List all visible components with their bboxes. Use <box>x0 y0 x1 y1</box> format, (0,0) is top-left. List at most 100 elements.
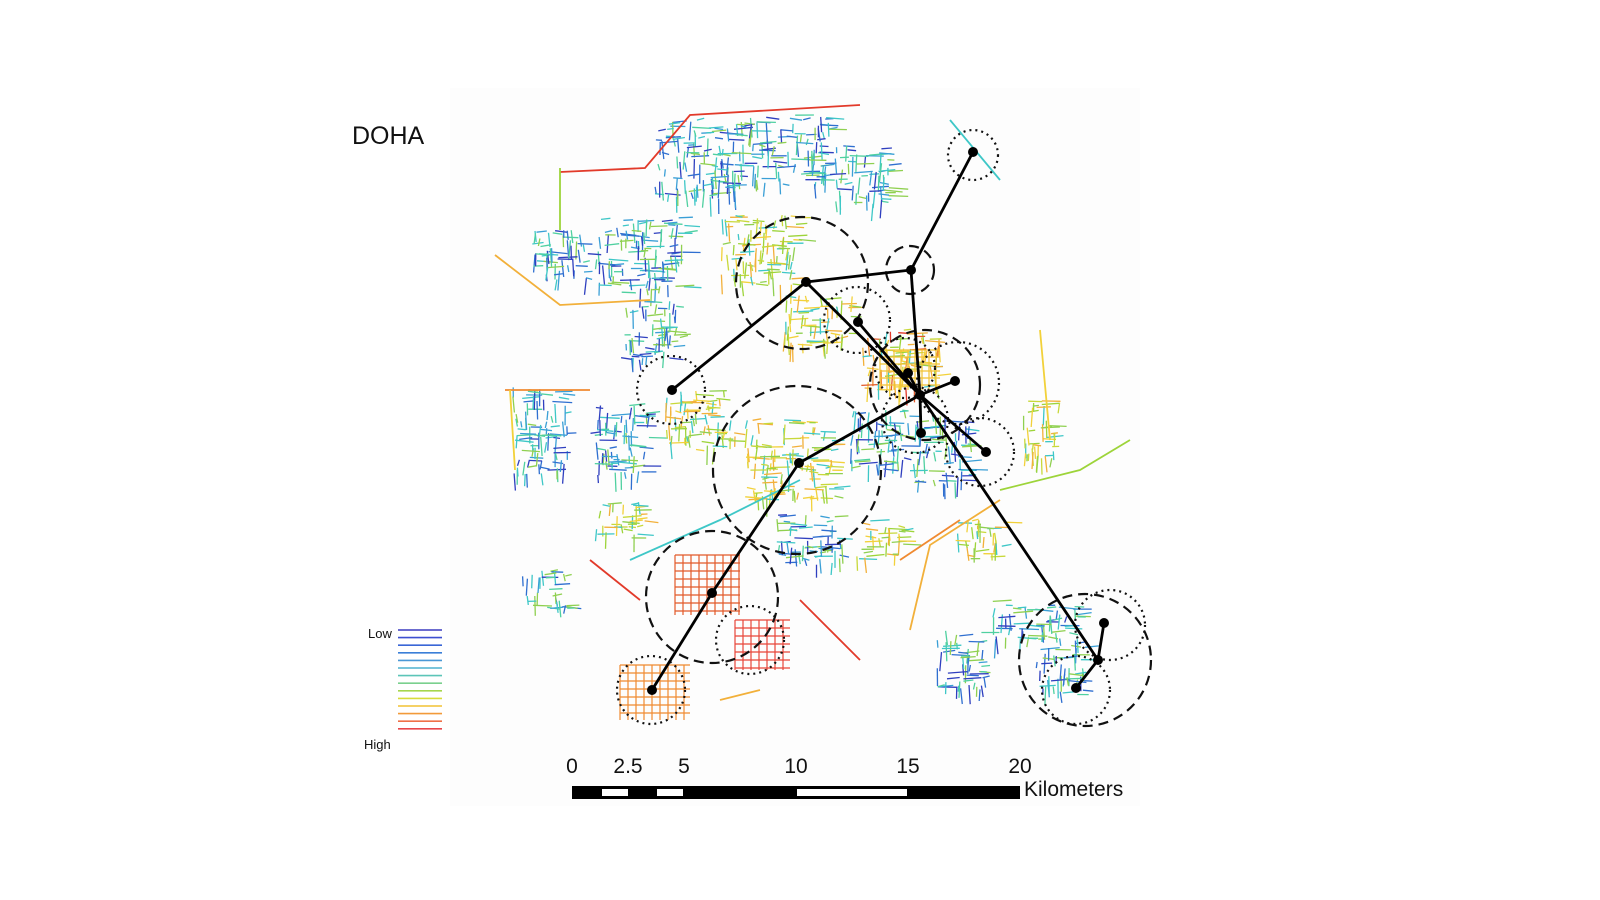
street-segment <box>690 152 700 156</box>
street-segment <box>662 267 677 271</box>
center-node <box>801 277 811 287</box>
center-node <box>1099 618 1109 628</box>
street-segment <box>707 425 711 436</box>
street-segment <box>786 541 790 554</box>
street-segment <box>754 173 757 189</box>
street-segment <box>784 419 802 422</box>
center-node <box>915 390 925 400</box>
street-segment <box>668 301 671 310</box>
street-segment <box>689 417 707 421</box>
street-segment <box>671 340 679 343</box>
street-segment <box>541 393 554 396</box>
street-segment <box>883 460 897 463</box>
street-segment <box>989 528 992 537</box>
street-segment <box>966 674 979 677</box>
street-segment <box>792 420 806 424</box>
street-segment <box>598 236 602 249</box>
street-segment <box>791 449 794 466</box>
street-segment <box>1044 456 1048 473</box>
street-segment <box>767 261 786 265</box>
street-segment <box>780 129 783 144</box>
street-segment <box>601 265 606 285</box>
street-segment <box>761 244 778 248</box>
street-segment <box>959 688 963 705</box>
street-segment <box>668 224 676 227</box>
street-segment <box>993 532 997 545</box>
street-segment <box>717 168 728 171</box>
street-segment <box>734 432 746 436</box>
street-segment <box>840 337 844 350</box>
street-segment <box>731 151 752 155</box>
street-segment <box>1031 443 1034 450</box>
street-segment <box>723 173 727 183</box>
street-segment <box>888 422 905 425</box>
street-segment <box>720 274 723 295</box>
street-segment <box>945 642 948 662</box>
street-segment <box>608 258 629 262</box>
street-segment <box>736 219 750 223</box>
street-segment <box>822 344 826 357</box>
street-segment <box>966 547 970 561</box>
street-segment <box>561 463 565 484</box>
street-segment <box>881 536 889 539</box>
street-segment <box>636 471 640 484</box>
street-segment <box>549 248 553 267</box>
street-segment <box>907 423 910 435</box>
street-segment <box>877 175 880 192</box>
street-segment <box>968 685 971 705</box>
street-segment <box>847 163 850 175</box>
street-segment <box>782 424 786 445</box>
street-segment <box>545 576 555 579</box>
street-segment <box>770 450 773 460</box>
street-segment <box>532 604 553 607</box>
street-segment <box>830 448 839 452</box>
street-segment <box>622 224 629 227</box>
street-segment <box>552 232 563 235</box>
street-segment <box>756 121 776 124</box>
street-segment <box>1048 424 1067 428</box>
street-segment <box>837 188 852 191</box>
street-segment <box>812 152 815 161</box>
street-segment <box>526 473 528 488</box>
street-segment <box>669 357 684 361</box>
street-segment <box>692 126 712 130</box>
street-segment <box>727 133 744 135</box>
street-segment <box>1033 444 1042 447</box>
street-segment <box>898 425 903 442</box>
street-segment <box>629 447 633 457</box>
street-segment <box>887 553 899 557</box>
street-segment <box>641 355 654 358</box>
street-segment <box>637 524 644 528</box>
street-segment <box>962 479 977 482</box>
street-segment <box>785 555 804 559</box>
street-segment <box>814 485 827 489</box>
street-segment <box>756 165 759 178</box>
street-segment <box>786 326 790 341</box>
street-segment <box>654 186 657 194</box>
street-segment <box>963 677 982 680</box>
street-segment <box>1059 691 1063 703</box>
street-segment <box>1075 671 1087 675</box>
street-segment <box>628 407 633 420</box>
street-segment <box>750 264 754 272</box>
street-segment <box>811 164 815 177</box>
street-segment <box>936 346 940 358</box>
street-segment <box>520 432 537 435</box>
street-segment <box>693 158 696 179</box>
center-link <box>918 394 1100 661</box>
street-segment <box>705 402 717 406</box>
street-segment <box>566 240 570 257</box>
street-segment <box>958 543 969 547</box>
street-segment <box>824 543 842 546</box>
street-segment <box>813 325 817 339</box>
street-segment <box>583 270 593 273</box>
street-segment <box>536 400 539 420</box>
street-segment <box>766 242 769 255</box>
street-segment <box>726 174 729 195</box>
street-segment <box>786 135 797 138</box>
street-segment <box>620 524 624 534</box>
street-segment <box>815 487 819 501</box>
street-segment <box>809 341 829 344</box>
street-segment <box>675 410 682 414</box>
center-link <box>1074 659 1100 689</box>
